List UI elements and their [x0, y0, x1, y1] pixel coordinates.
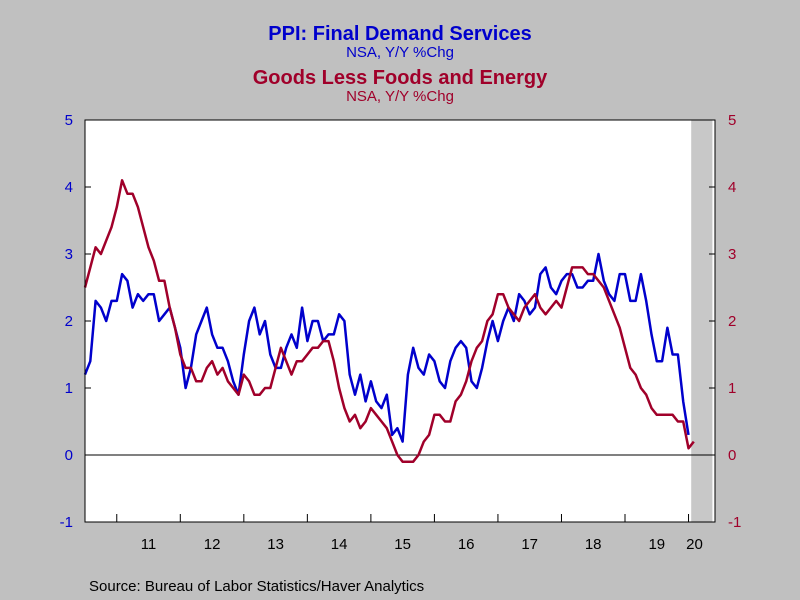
series-line-1	[83, 179, 695, 463]
y-tick-right-label: 4	[728, 179, 736, 196]
x-tick-label: 11	[141, 536, 157, 553]
chart-title-services: PPI: Final Demand Services	[268, 23, 531, 45]
x-tick-label: 18	[585, 536, 602, 553]
y-tick-right-label: 5	[728, 112, 736, 129]
plot-area	[85, 120, 715, 522]
y-tick-left-label: 0	[65, 447, 73, 464]
x-tick-label: 20	[686, 536, 703, 553]
y-tick-right-label: 2	[728, 313, 736, 330]
series-line-0	[83, 252, 690, 443]
chart-subtitle-services: NSA, Y/Y %Chg	[346, 44, 454, 61]
x-tick-label: 14	[331, 536, 348, 553]
y-tick-left-label: 3	[65, 246, 73, 263]
x-tick-label: 13	[267, 536, 284, 553]
y-tick-right-label: 1	[728, 380, 736, 397]
chart-title-goods: Goods Less Foods and Energy	[253, 67, 548, 89]
y-tick-right-label: 0	[728, 447, 736, 464]
x-tick-label: 19	[648, 536, 665, 553]
y-tick-left-label: 1	[65, 380, 73, 397]
y-tick-right-label: -1	[728, 514, 741, 531]
y-tick-left-label: 5	[65, 112, 73, 129]
x-tick-label: 12	[204, 536, 221, 553]
x-tick-label: 15	[394, 536, 411, 553]
x-tick-label: 16	[458, 536, 475, 553]
y-tick-right-label: 3	[728, 246, 736, 263]
y-tick-left-label: 2	[65, 313, 73, 330]
y-tick-left-label: -1	[60, 514, 73, 531]
shaded-region	[691, 120, 713, 522]
source-note: Source: Bureau of Labor Statistics/Haver…	[89, 578, 424, 595]
chart-subtitle-goods: NSA, Y/Y %Chg	[346, 88, 454, 105]
y-tick-left-label: 4	[65, 179, 73, 196]
x-tick-label: 17	[521, 536, 538, 553]
